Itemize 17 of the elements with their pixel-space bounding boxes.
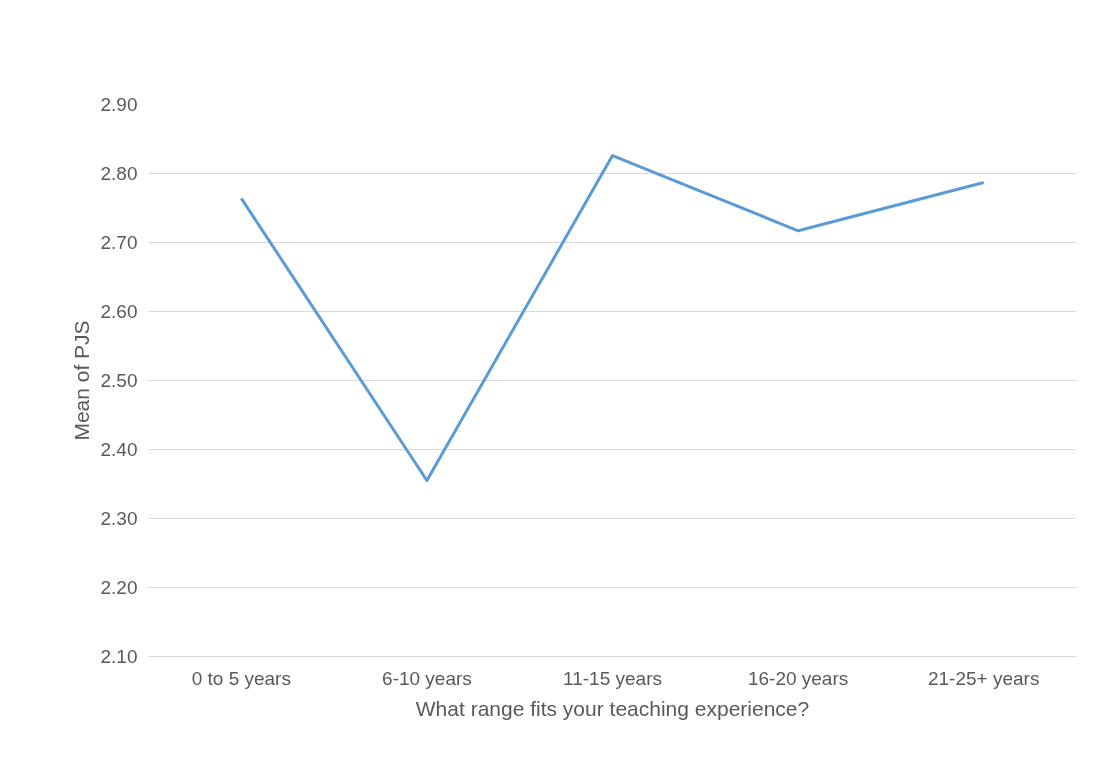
- y-tick-label: 2.30: [100, 508, 138, 529]
- x-tick-label: 11-15 years: [563, 667, 662, 689]
- y-tick-label: 2.90: [100, 94, 138, 115]
- x-tick-label: 21-25+ years: [927, 667, 1040, 689]
- y-tick-label: 2.70: [100, 232, 138, 253]
- y-tick-label: 2.40: [100, 439, 138, 460]
- y-axis-title: Mean of PJS: [69, 320, 93, 441]
- y-tick-label: 2.20: [100, 577, 138, 598]
- y-tick-label: 2.10: [100, 646, 138, 667]
- x-tick-label: 0 to 5 years: [191, 667, 291, 689]
- y-tick-label: 2.60: [100, 301, 138, 322]
- line-series: [239, 154, 986, 483]
- x-tick-label: 6-10 years: [382, 667, 472, 689]
- x-tick-label: 16-20 years: [747, 667, 849, 689]
- x-axis-title: What range fits your teaching experience?: [415, 696, 810, 720]
- y-tick-label: 2.50: [100, 370, 138, 391]
- y-tick-label: 2.80: [100, 163, 138, 184]
